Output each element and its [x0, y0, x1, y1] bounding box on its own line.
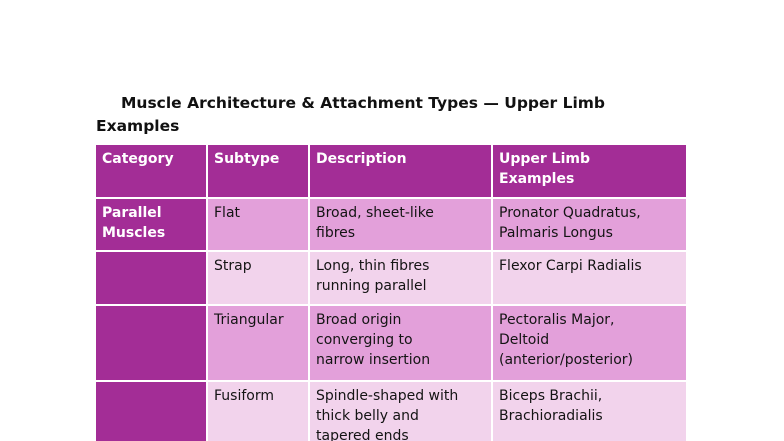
- column-header-subtype: Subtype: [208, 145, 308, 197]
- cell-examples: Pronator Quadratus, Palmaris Longus: [493, 199, 686, 250]
- cell-description: Broad, sheet-like fibres: [310, 199, 491, 250]
- cell-examples: Flexor Carpi Radialis: [493, 252, 686, 304]
- cell-subtype: Fusiform: [208, 382, 308, 441]
- cell-description: Broad origin converging to narrow insert…: [310, 306, 491, 380]
- cell-subtype: Strap: [208, 252, 308, 304]
- cell-description: Spindle-shaped with thick belly and tape…: [310, 382, 491, 441]
- table-row: Parallel Muscles Flat Broad, sheet-like …: [96, 199, 686, 250]
- cell-subtype: Triangular: [208, 306, 308, 380]
- cell-category: [96, 306, 206, 380]
- column-header-category: Category: [96, 145, 206, 197]
- cell-examples: Pectoralis Major, Deltoid (anterior/post…: [493, 306, 686, 380]
- cell-examples: Biceps Brachii, Brachioradialis: [493, 382, 686, 441]
- column-header-description: Description: [310, 145, 491, 197]
- cell-subtype: Flat: [208, 199, 308, 250]
- muscle-architecture-table: Category Subtype Description Upper Limb …: [94, 143, 688, 441]
- cell-category: [96, 252, 206, 304]
- document-title: Muscle Architecture & Attachment Types —…: [96, 94, 606, 135]
- cell-category: Parallel Muscles: [96, 199, 206, 250]
- cell-category: [96, 382, 206, 441]
- table-row: Fusiform Spindle-shaped with thick belly…: [96, 382, 686, 441]
- column-header-upper-limb-examples: Upper Limb Examples: [493, 145, 686, 197]
- table-row: Strap Long, thin fibres running parallel…: [96, 252, 686, 304]
- cell-description: Long, thin fibres running parallel: [310, 252, 491, 304]
- table-row: Triangular Broad origin converging to na…: [96, 306, 686, 380]
- table-header-row: Category Subtype Description Upper Limb …: [96, 145, 686, 197]
